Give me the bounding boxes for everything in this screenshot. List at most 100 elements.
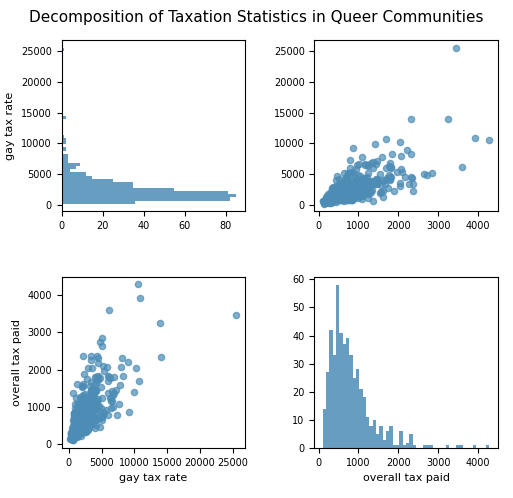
Point	[67, 435, 75, 443]
Point	[334, 184, 343, 192]
Point	[75, 406, 83, 414]
Point	[75, 419, 84, 427]
Point	[81, 402, 89, 410]
Point	[357, 181, 365, 189]
Point	[323, 193, 331, 201]
Point	[330, 190, 338, 198]
Point	[401, 173, 409, 181]
Point	[360, 183, 368, 191]
Point	[349, 144, 358, 152]
Point	[340, 192, 348, 200]
Point	[73, 431, 82, 439]
Point	[346, 168, 354, 176]
Point	[94, 360, 102, 368]
Point	[361, 180, 369, 188]
Point	[368, 181, 376, 189]
Point	[396, 182, 404, 190]
Point	[90, 387, 98, 395]
Point	[111, 386, 120, 394]
Point	[423, 171, 431, 179]
Point	[356, 178, 364, 186]
Point	[81, 404, 89, 412]
Point	[342, 195, 350, 203]
Point	[331, 193, 339, 201]
Point	[371, 177, 380, 185]
Point	[71, 429, 79, 437]
Point	[340, 191, 348, 199]
Point	[104, 377, 112, 385]
Point	[84, 395, 92, 403]
Point	[85, 401, 93, 409]
Point	[343, 192, 351, 200]
Point	[334, 193, 342, 201]
Point	[327, 194, 336, 202]
Point	[369, 197, 378, 205]
Bar	[62, 172, 86, 175]
Point	[75, 412, 83, 420]
Point	[362, 187, 370, 195]
Point	[344, 184, 352, 192]
Point	[95, 414, 104, 422]
Point	[350, 190, 358, 198]
Point	[325, 194, 333, 202]
Point	[71, 423, 80, 431]
Point	[98, 416, 107, 424]
Point	[345, 196, 353, 204]
Point	[341, 189, 349, 197]
Point	[71, 416, 80, 424]
Point	[342, 173, 350, 181]
Point	[327, 196, 335, 204]
Bar	[446, 445, 449, 448]
Point	[74, 414, 82, 422]
Point	[337, 190, 345, 198]
Point	[77, 408, 86, 416]
Point	[348, 187, 357, 195]
Point	[76, 429, 85, 437]
Point	[72, 428, 81, 436]
Point	[334, 190, 343, 198]
Point	[344, 192, 352, 200]
Point	[341, 182, 349, 190]
Point	[105, 373, 113, 380]
Point	[88, 404, 96, 412]
Point	[336, 187, 344, 195]
Point	[87, 414, 95, 422]
Bar	[62, 179, 113, 182]
Point	[70, 425, 78, 433]
Point	[79, 420, 87, 428]
Point	[345, 188, 353, 196]
Point	[335, 186, 343, 194]
Point	[100, 408, 108, 416]
Point	[353, 178, 362, 186]
Point	[77, 421, 85, 429]
Point	[324, 193, 332, 201]
Point	[347, 196, 355, 204]
Point	[363, 183, 371, 191]
Point	[358, 195, 366, 203]
Point	[332, 194, 341, 202]
Point	[334, 185, 343, 193]
Point	[377, 188, 385, 196]
Point	[337, 188, 345, 196]
Point	[76, 429, 85, 437]
Point	[98, 413, 107, 421]
Point	[362, 187, 370, 195]
Point	[73, 417, 82, 425]
Point	[336, 191, 344, 199]
Point	[324, 196, 332, 204]
Point	[67, 431, 75, 439]
Point	[322, 195, 330, 203]
Point	[78, 419, 86, 427]
Point	[333, 196, 341, 204]
Point	[105, 306, 113, 314]
Point	[93, 353, 102, 361]
Point	[73, 425, 82, 433]
Point	[76, 432, 85, 440]
Point	[85, 416, 93, 424]
Point	[334, 190, 342, 198]
Point	[86, 400, 94, 408]
Point	[337, 193, 345, 201]
Point	[78, 419, 86, 427]
Point	[338, 182, 346, 190]
Y-axis label: gay tax rate: gay tax rate	[6, 92, 15, 160]
